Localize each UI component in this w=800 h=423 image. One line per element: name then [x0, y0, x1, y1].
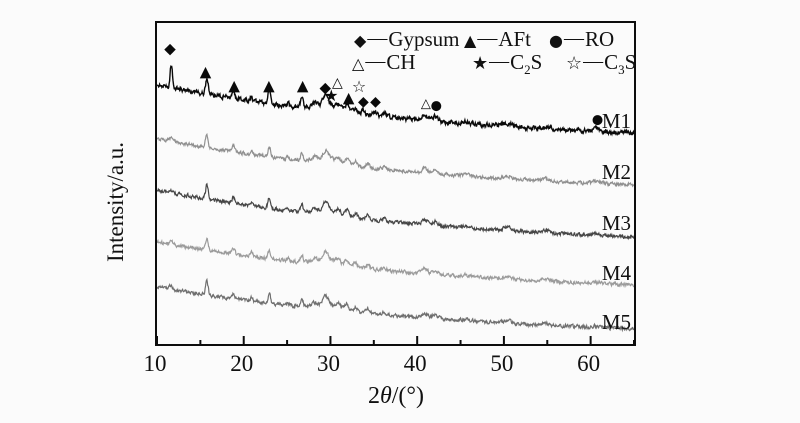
- legend-dash: —: [367, 27, 388, 49]
- phase-marker-ch-icon: △: [332, 75, 343, 91]
- phase-marker-gypsum-icon: ◆: [319, 78, 332, 97]
- legend-dash: —: [583, 50, 604, 72]
- series-label-m3: M3: [601, 211, 631, 235]
- series-label-m2: M2: [601, 160, 631, 184]
- trace-m4: [157, 237, 634, 288]
- phase-marker-ro-icon: ●: [591, 112, 604, 128]
- x-tick-label-20: 20: [230, 351, 254, 376]
- legend-item-c3s: ☆—C3S: [566, 50, 637, 78]
- x-tick-label-40: 40: [403, 351, 427, 376]
- y-axis-title: Intensity/a.u.: [103, 141, 128, 263]
- x-axis-title-prefix: 2: [367, 383, 380, 409]
- trace-m3: [157, 182, 634, 241]
- legend-label-c2s: C2S: [510, 50, 543, 78]
- phase-marker-aft-icon: ▲: [263, 76, 275, 95]
- phase-marker-ch-icon: △: [420, 96, 431, 112]
- x-tick-label-30: 30: [316, 351, 340, 376]
- phase-marker-aft-icon: ▲: [199, 62, 212, 81]
- phase-marker-gypsum-icon: ◆: [164, 39, 176, 58]
- x-axis-title-theta: θ: [379, 383, 392, 409]
- legend-dash: —: [563, 27, 584, 49]
- xrd-traces-canvas: [157, 65, 634, 344]
- trace-m2: [157, 132, 634, 188]
- legend-symbol-aft-icon: ▲: [464, 31, 477, 50]
- series-label-m4: M4: [601, 261, 631, 285]
- x-axis-title: 2θ/(°): [296, 383, 496, 409]
- legend-symbol-ro-icon: ●: [549, 31, 563, 50]
- legend-symbol-ch-icon: △: [352, 54, 365, 73]
- legend-label-ro: RO: [584, 27, 615, 51]
- legend-dash: —: [477, 27, 498, 49]
- series-label-m5: M5: [601, 310, 631, 334]
- legend-item-gypsum: ◆—Gypsum: [354, 27, 460, 52]
- x-axis-title-suffix: /(°): [391, 383, 425, 409]
- legend-item-ro: ●—RO: [549, 27, 615, 52]
- legend-item-ch: △—CH: [352, 50, 416, 75]
- phase-marker-gypsum-icon: ◆: [358, 94, 369, 110]
- phase-marker-aft-icon: ▲: [228, 76, 240, 95]
- trace-m1: [157, 65, 634, 137]
- legend-symbol-gypsum-icon: ◆: [354, 31, 367, 50]
- legend-symbol-c2s-icon: ★: [472, 53, 489, 74]
- series-label-m1: M1: [601, 109, 631, 133]
- legend-dash: —: [365, 50, 386, 72]
- legend-item-c2s: ★—C2S: [472, 50, 543, 78]
- x-tick-label-10: 10: [143, 351, 167, 376]
- phase-marker-ro-icon: ●: [430, 98, 442, 114]
- phase-marker-c2s-icon: ★: [324, 86, 339, 105]
- phase-marker-gypsum-icon: ◆: [370, 94, 381, 110]
- x-tick-label-50: 50: [490, 351, 514, 376]
- legend-item-aft: ▲—AFt: [464, 27, 531, 52]
- plot-area: M1 M2 M3 M4 M5 ◆—Gypsum ▲—AFt ●—RO △—CH ★—C2S ☆—C3…: [155, 21, 636, 346]
- legend-label-c3s: C3S: [604, 50, 637, 78]
- legend-label-aft: AFt: [498, 27, 531, 51]
- x-tick-label-60: 60: [577, 351, 601, 376]
- phase-marker-aft-icon: ▲: [296, 76, 309, 95]
- trace-m5: [157, 277, 634, 333]
- phase-marker-aft-icon: ▲: [342, 88, 355, 107]
- legend-label-ch: CH: [386, 50, 416, 74]
- legend-symbol-c3s-icon: ☆: [566, 53, 583, 74]
- legend-label-gypsum: Gypsum: [388, 27, 460, 51]
- phase-marker-c3s-icon: ☆: [351, 77, 367, 96]
- legend-dash: —: [489, 50, 510, 72]
